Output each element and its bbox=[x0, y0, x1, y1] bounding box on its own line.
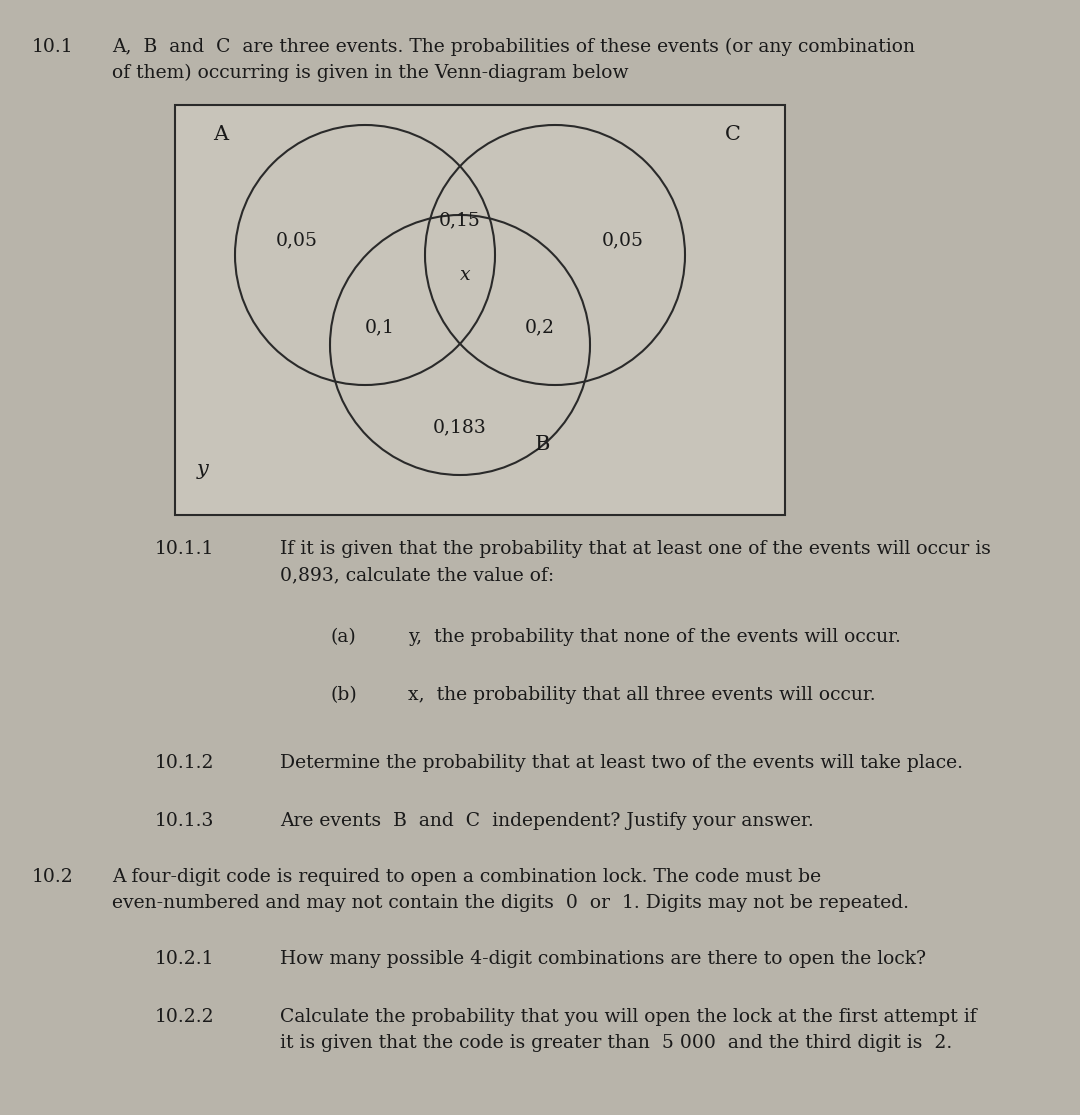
Text: B: B bbox=[535, 435, 551, 454]
Text: (a): (a) bbox=[330, 628, 355, 646]
Text: 0,05: 0,05 bbox=[276, 231, 318, 249]
Text: 10.1: 10.1 bbox=[32, 38, 73, 56]
Text: 10.2: 10.2 bbox=[32, 867, 73, 886]
Text: A four-digit code is required to open a combination lock. The code must be: A four-digit code is required to open a … bbox=[112, 867, 821, 886]
Text: A: A bbox=[213, 125, 228, 144]
Text: 10.2.1: 10.2.1 bbox=[156, 950, 215, 968]
Text: Are events  B  and  C  independent? Justify your answer.: Are events B and C independent? Justify … bbox=[280, 812, 813, 830]
Text: 0,2: 0,2 bbox=[525, 318, 555, 336]
Text: 0,05: 0,05 bbox=[602, 231, 644, 249]
Text: x: x bbox=[460, 266, 470, 284]
Text: 10.1.2: 10.1.2 bbox=[156, 754, 215, 772]
Text: 10.2.2: 10.2.2 bbox=[156, 1008, 215, 1026]
Text: 0,1: 0,1 bbox=[365, 318, 395, 336]
Text: it is given that the code is greater than  5 000  and the third digit is  2.: it is given that the code is greater tha… bbox=[280, 1034, 953, 1051]
Text: 0,893, calculate the value of:: 0,893, calculate the value of: bbox=[280, 566, 554, 584]
Text: How many possible 4-digit combinations are there to open the lock?: How many possible 4-digit combinations a… bbox=[280, 950, 926, 968]
Text: of them) occurring is given in the Venn-diagram below: of them) occurring is given in the Venn-… bbox=[112, 64, 629, 83]
Text: y: y bbox=[197, 460, 208, 479]
Text: Calculate the probability that you will open the lock at the first attempt if: Calculate the probability that you will … bbox=[280, 1008, 976, 1026]
Bar bbox=[175, 105, 785, 515]
Text: C: C bbox=[725, 125, 741, 144]
Text: 10.1.3: 10.1.3 bbox=[156, 812, 214, 830]
Text: y,  the probability that none of the events will occur.: y, the probability that none of the even… bbox=[408, 628, 901, 646]
Text: 0,183: 0,183 bbox=[433, 418, 487, 436]
Text: even-numbered and may not contain the digits  0  or  1. Digits may not be repeat: even-numbered and may not contain the di… bbox=[112, 894, 909, 912]
Text: (b): (b) bbox=[330, 686, 356, 704]
Text: x,  the probability that all three events will occur.: x, the probability that all three events… bbox=[408, 686, 876, 704]
Text: If it is given that the probability that at least one of the events will occur i: If it is given that the probability that… bbox=[280, 540, 990, 558]
Text: A,  B  and  C  are three events. The probabilities of these events (or any combi: A, B and C are three events. The probabi… bbox=[112, 38, 915, 56]
Text: 10.1.1: 10.1.1 bbox=[156, 540, 214, 558]
Text: Determine the probability that at least two of the events will take place.: Determine the probability that at least … bbox=[280, 754, 963, 772]
Text: 0,15: 0,15 bbox=[440, 211, 481, 229]
